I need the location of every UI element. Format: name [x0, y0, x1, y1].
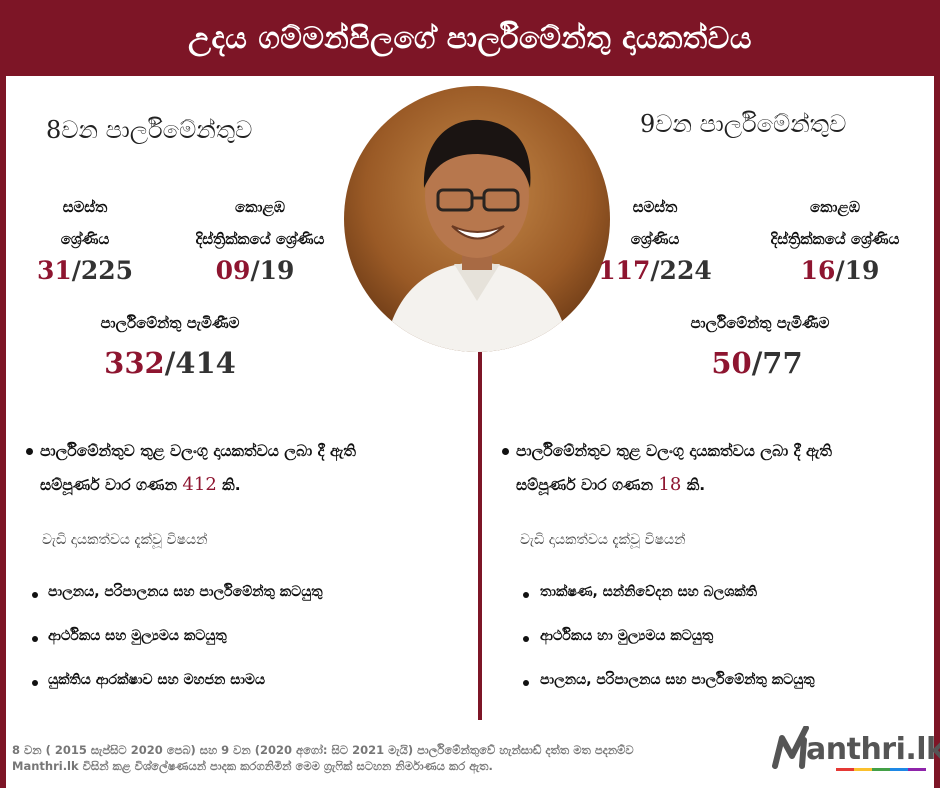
column-divider: [478, 340, 482, 720]
right-topic-item: පාලනය, පරිපාලනය සහ පාර්ලිමේන්තු කටයුතු: [540, 672, 815, 688]
left-topic-bullet: [32, 636, 38, 642]
left-summary-line-2: සම්පූර්ණ වාර ගණන: [40, 476, 183, 494]
left-attendance-label: පාර්ලිමේන්තු පැමිණීම: [100, 314, 240, 332]
footer-note: 8 වන ( 2015 සැප්සිට 2020 පෙබ) සහ 9 වන (2…: [12, 742, 762, 774]
left-topic-item: යුක්තිය ආරක්ෂාව සහ මහජන සාමය: [48, 672, 266, 688]
left-district-total: /19: [250, 256, 295, 285]
right-overall-total: /224: [650, 256, 712, 285]
left-parliament-title: 8වන පාර්ලිමේන්තුව: [46, 116, 253, 144]
logo-color-bar: [836, 768, 926, 771]
right-overall-rank-label-1: සමස්ත: [632, 198, 678, 216]
left-topic-item: පාලනය, පරිපාලනය සහ පාර්ලිමේන්තු කටයුතු: [48, 584, 323, 600]
right-summary-line-2: සම්පූර්ණ වාර ගණන: [516, 476, 659, 494]
left-district-rank: 09: [215, 256, 251, 285]
left-topic-bullet: [32, 680, 38, 686]
left-attendance-total: /414: [164, 346, 236, 380]
left-attendance-count: 332: [104, 346, 165, 380]
right-district-rank-label-1: කොළඹ: [810, 198, 860, 216]
right-district-rank-label-2: දිස්ත්‍රික්කයේ ශ්‍රේණිය: [770, 230, 900, 248]
right-summary-suffix: කි.: [681, 476, 706, 494]
manthri-logo-text: anthri.lk: [806, 732, 940, 767]
left-summary-suffix: කි.: [216, 476, 241, 494]
left-district-rank-label-1: කොළඹ: [235, 198, 285, 216]
right-topic-bullet: [523, 680, 529, 686]
right-overall-rank-value: 117/224: [580, 256, 730, 285]
right-attendance-value: 50/77: [677, 346, 837, 380]
right-district-rank: 16: [800, 256, 836, 285]
left-topic-bullet: [32, 592, 38, 598]
manthri-logo: anthri.lk: [772, 726, 940, 776]
right-district-total: /19: [835, 256, 880, 285]
left-district-rank-value: 09/19: [180, 256, 330, 285]
left-attendance-value: 332/414: [80, 346, 260, 380]
footer-line-2: Manthri.lk විසින් කළ විශ්ලේෂණයන් පාදක කර…: [12, 759, 493, 773]
right-topic-item: ආර්ථිකය හා මුල්‍යමය කටයුතු: [540, 628, 714, 644]
left-overall-rank-label-2: ශ්‍රේණිය: [60, 230, 110, 248]
right-topics-heading: වැඩි දායකත්වය දැක්වූ විෂයන්: [520, 532, 686, 548]
right-attendance-total: /77: [751, 346, 803, 380]
right-summary-line-1: පාර්ලිමේන්තුව තුළ වලංගු දායකත්වය ලබා දී …: [516, 442, 832, 460]
left-summary-count: 412: [182, 474, 217, 495]
left-summary-line-1: පාර්ලිමේන්තුව තුළ වලංගු දායකත්වය ලබා දී …: [40, 442, 356, 460]
left-district-rank-label-2: දිස්ත්‍රික්කයේ ශ්‍රේණිය: [195, 230, 325, 248]
left-overall-rank-label-1: සමස්ත: [62, 198, 108, 216]
page-title: උදය ගම්මන්පිලගේ පාර්ලිමේන්තු දායකත්වය: [188, 20, 752, 56]
right-summary-bullet: [502, 448, 509, 455]
right-summary-text: පාර්ලිමේන්තුව තුළ වලංගු දායකත්වය ලබා දී …: [516, 434, 934, 502]
right-district-rank-value: 16/19: [765, 256, 915, 285]
left-topic-item: ආර්ථිකය සහ මුල්‍යමය කටයුතු: [48, 628, 227, 644]
right-topic-bullet: [523, 592, 529, 598]
right-overall-rank-label-2: ශ්‍රේණිය: [630, 230, 680, 248]
left-summary-bullet: [26, 448, 33, 455]
left-overall-rank-value: 31/225: [10, 256, 160, 285]
manthri-m-logo-icon: [772, 726, 809, 769]
right-topic-item: තාක්ෂණ, සන්නිවේදන සහ බලශක්ති: [540, 584, 757, 600]
left-topics-heading: වැඩි දායකත්වය දැක්වූ විෂයන්: [42, 532, 208, 548]
left-overall-total: /225: [71, 256, 134, 285]
right-attendance-label: පාර්ලිමේන්තු පැමිණීම: [690, 314, 830, 332]
footer-line-1: 8 වන ( 2015 සැප්සිට 2020 පෙබ) සහ 9 වන (2…: [12, 743, 634, 757]
left-overall-rank: 31: [36, 256, 72, 285]
right-topic-bullet: [523, 636, 529, 642]
right-attendance-count: 50: [711, 346, 752, 380]
right-summary-count: 18: [658, 474, 682, 495]
left-summary-text: පාර්ලිමේන්තුව තුළ වලංගු දායකත්වය ලබා දී …: [40, 434, 470, 502]
right-overall-rank: 117: [598, 256, 651, 285]
right-parliament-title: 9වන පාර්ලිමේන්තුව: [640, 110, 847, 138]
mp-portrait-image: [344, 86, 610, 352]
